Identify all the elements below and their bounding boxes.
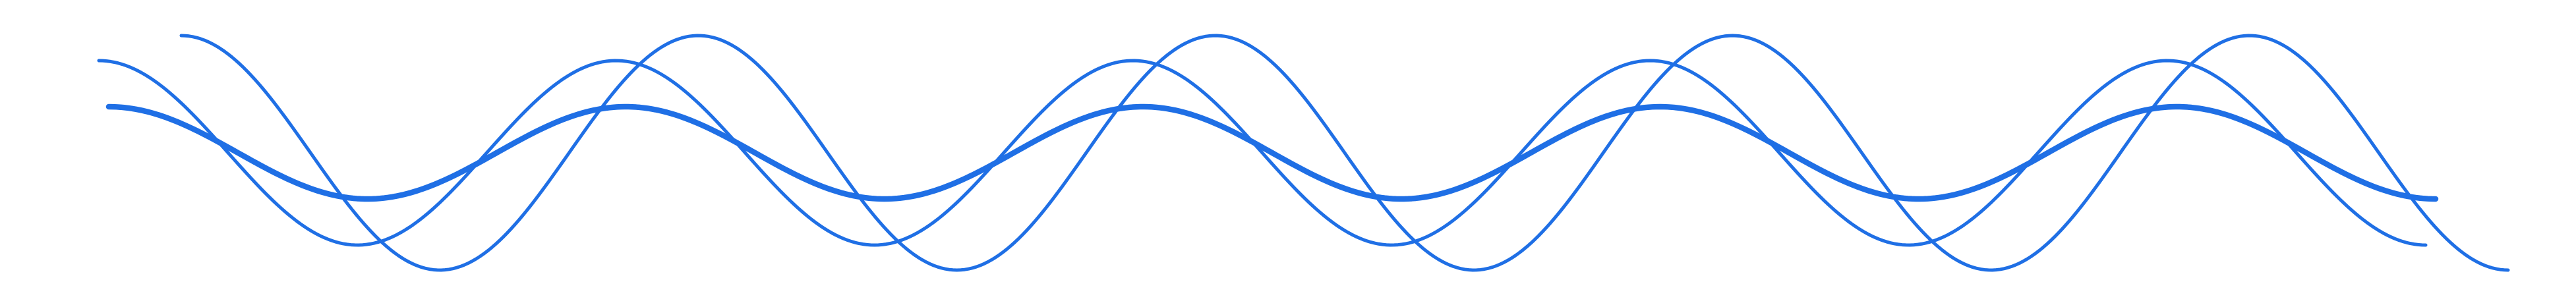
wave-group [97,34,2510,272]
wave-thin-medium [97,59,2428,247]
wave-bold-small [105,103,2439,202]
wave-thin-large [179,34,2510,272]
